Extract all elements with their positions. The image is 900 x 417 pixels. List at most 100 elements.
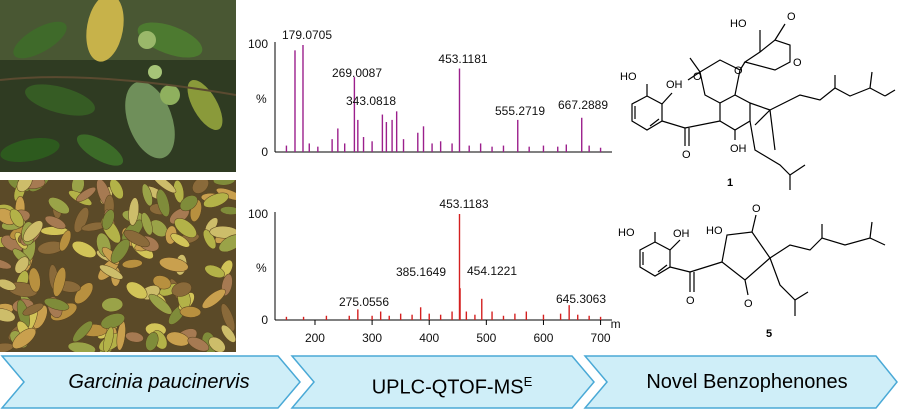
photo-garcinia-leaves bbox=[0, 0, 236, 172]
structure-compound-5 bbox=[639, 214, 886, 316]
fruit bbox=[9, 208, 24, 228]
fruit bbox=[59, 230, 72, 252]
fruit bbox=[48, 197, 70, 215]
y-tick-0: 0 bbox=[261, 145, 268, 159]
fruit bbox=[52, 267, 67, 297]
structure-compound-1 bbox=[631, 23, 896, 190]
fruit bbox=[23, 220, 44, 242]
peak-label: 453.1181 bbox=[438, 52, 487, 66]
fruit bbox=[28, 267, 41, 293]
compound-number-1: 1 bbox=[727, 177, 733, 189]
workflow-step-2-label: UPLC-QTOF-MSE bbox=[371, 374, 533, 399]
peak-label: 343.0818 bbox=[346, 94, 396, 108]
atom-label: O bbox=[793, 57, 802, 69]
fruit bbox=[43, 297, 70, 311]
fruit bbox=[100, 313, 125, 329]
peak-label: 275.0556 bbox=[339, 295, 389, 309]
fruit bbox=[148, 293, 173, 315]
fruit bbox=[208, 336, 226, 352]
fruit bbox=[152, 180, 177, 194]
fruit bbox=[174, 218, 197, 238]
fruit bbox=[203, 229, 217, 250]
x-tick-label: 600 bbox=[533, 331, 553, 345]
fruit bbox=[128, 197, 140, 226]
fruit bbox=[16, 180, 33, 192]
atom-label: HO bbox=[620, 71, 637, 83]
fruit bbox=[179, 195, 198, 212]
fruit bbox=[103, 326, 114, 352]
fruit bbox=[99, 264, 124, 280]
fruit bbox=[203, 192, 229, 208]
atom-label: O bbox=[744, 298, 753, 310]
atom-label: O bbox=[752, 203, 761, 215]
fruit bbox=[0, 258, 12, 270]
fruit bbox=[221, 324, 236, 343]
fruit bbox=[220, 303, 236, 332]
workflow-arrows: Garcinia paucinervis UPLC-QTOF-MSE Novel… bbox=[0, 353, 900, 411]
fruit bbox=[75, 187, 97, 202]
x-tick-label: 200 bbox=[305, 331, 325, 345]
fruit bbox=[192, 180, 209, 194]
peak-label: 454.1221 bbox=[467, 264, 517, 278]
atom-label: O bbox=[734, 65, 743, 77]
atom-label: OH bbox=[730, 143, 747, 155]
fruit bbox=[204, 264, 225, 279]
peak-label: 667.2889 bbox=[558, 98, 608, 112]
workflow-step-arrow bbox=[290, 355, 595, 409]
y-tick-100: 100 bbox=[248, 207, 268, 221]
fruit bbox=[141, 212, 153, 236]
photo-garcinia-fruits bbox=[0, 180, 236, 352]
x-tick-label: 300 bbox=[362, 331, 382, 345]
fruit bbox=[67, 341, 96, 352]
chemical-structures: HO OH O OH HO O O O O 1 HO OH HO O O O 5 bbox=[618, 11, 896, 340]
fruit bbox=[170, 233, 190, 248]
fruit bbox=[0, 278, 17, 291]
fruit bbox=[171, 281, 192, 297]
fruit bbox=[121, 259, 143, 269]
workflow-step-1-label: Garcinia paucinervis bbox=[68, 371, 250, 393]
fruit bbox=[145, 332, 159, 351]
fruit bbox=[12, 327, 37, 349]
mass-spectrum-bottom: 100 0 % 453.1183 454.1221 275.0556 385.1… bbox=[248, 197, 620, 345]
workflow-step-3-label: Novel Benzophenones bbox=[646, 371, 848, 393]
fruit bbox=[159, 257, 189, 272]
fruit bbox=[72, 320, 93, 343]
peak-label: 269.0087 bbox=[332, 66, 382, 80]
fruit bbox=[126, 281, 148, 300]
atom-label: OH bbox=[666, 79, 683, 91]
y-tick-100: 100 bbox=[248, 37, 268, 51]
atom-label: O bbox=[693, 71, 702, 83]
fruit bbox=[179, 306, 202, 318]
peak-label: 453.1183 bbox=[439, 197, 488, 211]
x-tick-label: 500 bbox=[476, 331, 496, 345]
atom-label: O bbox=[787, 11, 796, 23]
atom-label: O bbox=[686, 295, 695, 307]
fruit bbox=[123, 229, 150, 248]
fruit bbox=[156, 189, 170, 217]
fruit bbox=[187, 336, 210, 352]
fruit bbox=[71, 240, 97, 258]
workflow-step-arrow bbox=[0, 355, 301, 409]
y-axis-label: % bbox=[256, 261, 267, 275]
fruit bbox=[141, 183, 153, 207]
peak-label: 385.1649 bbox=[396, 265, 446, 279]
atom-label: O bbox=[682, 149, 691, 161]
workflow-step-arrow bbox=[583, 355, 898, 409]
x-tick-label: 700 bbox=[591, 331, 611, 345]
compound-number-5: 5 bbox=[766, 328, 772, 340]
atom-label: HO bbox=[730, 18, 747, 30]
atom-label: OH bbox=[673, 228, 690, 240]
mass-spectrum-top: 100 0 % 179.0705 269.0087 343.0818 453.1… bbox=[248, 28, 612, 159]
x-axis-label: m/z bbox=[611, 317, 620, 331]
fruit bbox=[14, 256, 30, 274]
y-axis-label: % bbox=[256, 92, 267, 106]
fruit bbox=[73, 207, 89, 233]
atom-label: HO bbox=[706, 225, 723, 237]
x-tick-label: 400 bbox=[419, 331, 439, 345]
fruit bbox=[201, 288, 226, 309]
fruit bbox=[22, 303, 44, 316]
fruit bbox=[218, 234, 236, 253]
fruit bbox=[125, 331, 144, 343]
fruit bbox=[44, 215, 67, 230]
peak-label: 645.3063 bbox=[556, 292, 606, 306]
